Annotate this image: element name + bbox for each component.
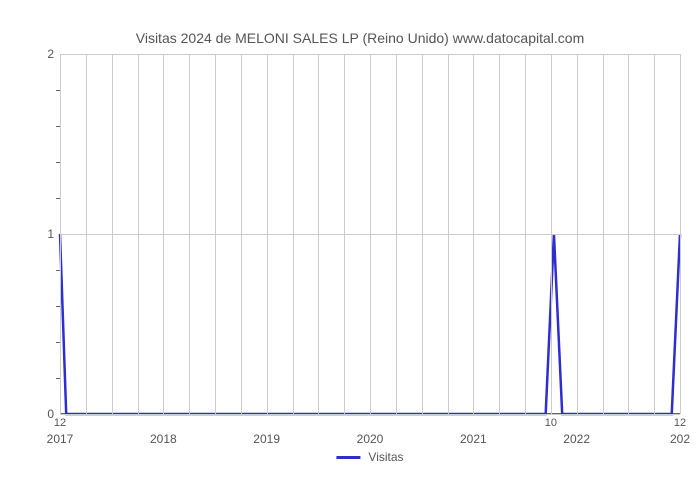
v-gridline: [473, 54, 474, 414]
v-gridline-minor: [628, 54, 629, 414]
chart-title: Visitas 2024 de MELONI SALES LP (Reino U…: [40, 30, 680, 46]
v-gridline: [577, 54, 578, 414]
v-gridline-minor: [654, 54, 655, 414]
v-gridline-minor: [215, 54, 216, 414]
v-gridline: [60, 54, 61, 414]
y-tick-label: 1: [47, 227, 60, 241]
x-tick-label: 2021: [460, 414, 487, 446]
x-value-label: 12: [54, 414, 66, 429]
legend-label: Visitas: [368, 450, 403, 464]
x-tick-label: 2019: [253, 414, 280, 446]
v-gridline-minor: [86, 54, 87, 414]
plot-area: Visitas 01220172018201920202021202220212…: [60, 54, 680, 414]
v-gridline-minor: [318, 54, 319, 414]
y-tick-label: 2: [47, 47, 60, 61]
v-gridline-minor: [293, 54, 294, 414]
v-gridline-minor: [189, 54, 190, 414]
legend: Visitas: [336, 450, 403, 464]
x-tick-label: 2022: [563, 414, 590, 446]
v-gridline: [680, 54, 681, 414]
v-gridline-minor: [241, 54, 242, 414]
x-value-label: 10: [545, 414, 557, 429]
x-value-label: 12: [674, 414, 686, 429]
v-gridline-minor: [448, 54, 449, 414]
v-gridline-minor: [344, 54, 345, 414]
v-gridline: [370, 54, 371, 414]
v-gridline-minor: [551, 54, 552, 414]
v-gridline-minor: [603, 54, 604, 414]
v-gridline: [267, 54, 268, 414]
v-gridline-minor: [112, 54, 113, 414]
v-gridline-minor: [396, 54, 397, 414]
v-gridline-minor: [422, 54, 423, 414]
v-gridline-minor: [499, 54, 500, 414]
v-gridline-minor: [525, 54, 526, 414]
legend-swatch: [336, 456, 360, 459]
chart-container: Visitas 2024 de MELONI SALES LP (Reino U…: [40, 30, 680, 450]
x-tick-label: 2020: [357, 414, 384, 446]
v-gridline: [163, 54, 164, 414]
v-gridline-minor: [138, 54, 139, 414]
x-tick-label: 2018: [150, 414, 177, 446]
